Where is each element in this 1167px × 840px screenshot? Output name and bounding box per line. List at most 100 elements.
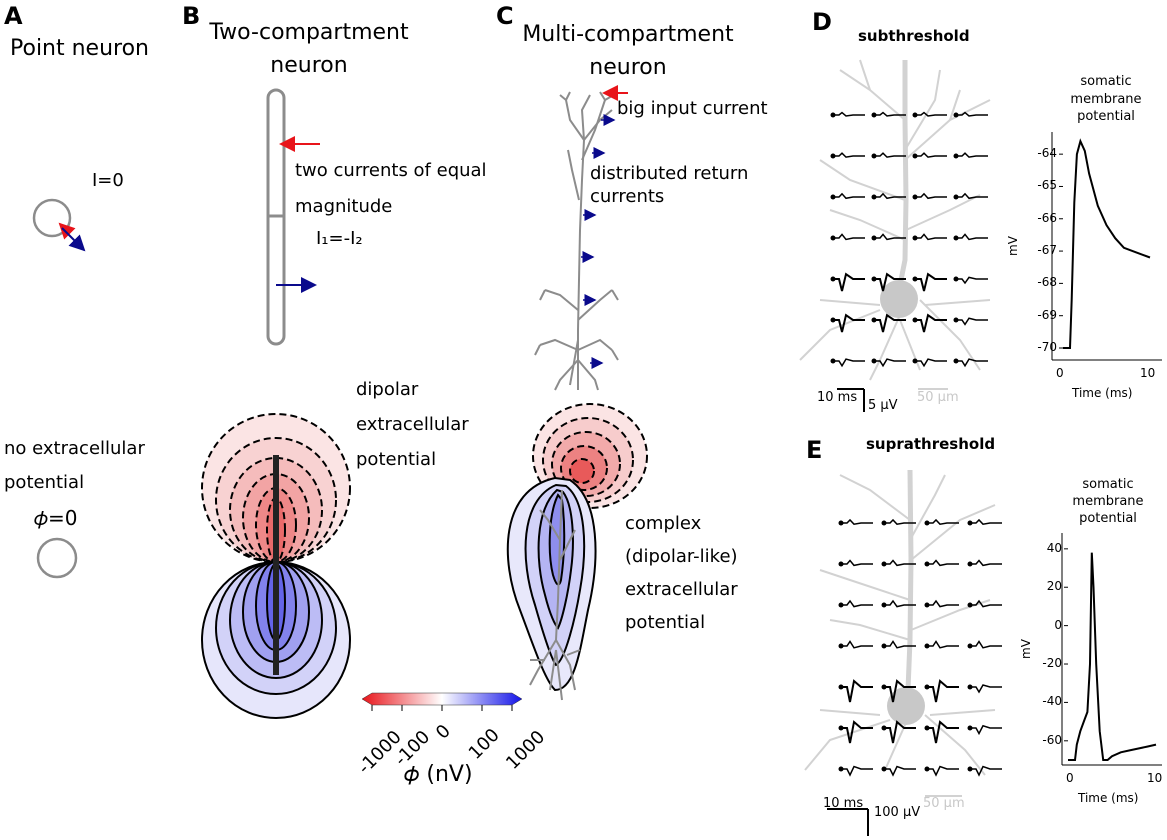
sup-trace-3-2 xyxy=(927,640,959,649)
point-blue-arrow xyxy=(61,227,86,252)
sup-trace-6-1 xyxy=(884,765,916,777)
e-ytick-label-0: 40 xyxy=(1046,540,1062,555)
sub-trace-3-3 xyxy=(956,233,988,241)
d-ytick-label-3: -67 xyxy=(1037,243,1057,258)
big-input-note: big input current xyxy=(617,98,768,119)
soma-e xyxy=(887,687,925,725)
e-ytick-label-1: 20 xyxy=(1046,579,1062,594)
sub-trace-4-0 xyxy=(833,272,865,292)
sup-trace-1-3 xyxy=(970,559,1002,567)
return-note-1: distributed return xyxy=(590,163,749,184)
dipole-cable xyxy=(273,455,279,675)
no-potential-line-2: potential xyxy=(4,472,85,493)
suprathreshold-membrane-trace xyxy=(1068,552,1157,761)
sub-trace-3-1 xyxy=(874,233,906,241)
e-xtick-0: 0 xyxy=(1066,771,1074,785)
complex-note-2: (dipolar-like) xyxy=(625,546,738,567)
d-xlabel: Time (ms) xyxy=(1072,386,1133,400)
e-trace-title-1: somatic xyxy=(1082,477,1134,492)
dipolar-note-3: potential xyxy=(356,449,437,470)
e-ytick-label-5: -60 xyxy=(1042,732,1062,747)
d-scale-length: 50 μm xyxy=(917,390,959,405)
sup-trace-0-3 xyxy=(970,518,1002,526)
subthreshold-axes xyxy=(1051,132,1162,361)
cbar-label: 𝜙 (nV) xyxy=(404,762,473,787)
panel-a-label: A xyxy=(4,2,23,30)
sub-trace-6-1 xyxy=(874,358,906,368)
e-scale-volt: 100 μV xyxy=(874,805,921,820)
sub-trace-0-1 xyxy=(874,111,906,117)
panel-e-label: E xyxy=(806,436,823,464)
soma xyxy=(880,280,918,318)
currents-note-2: magnitude xyxy=(295,196,393,217)
sub-trace-4-2 xyxy=(915,272,947,292)
panel-e xyxy=(804,469,1162,836)
complex-note-1: complex xyxy=(625,513,702,534)
sub-trace-5-1 xyxy=(874,313,906,333)
complex-positive-contours xyxy=(532,403,648,509)
e-xtick-10: 10 xyxy=(1147,771,1163,785)
suprathreshold-morphology xyxy=(804,469,996,776)
sup-trace-4-1 xyxy=(884,679,916,703)
sup-trace-4-3 xyxy=(970,684,1002,694)
d-xtick-0: 0 xyxy=(1056,366,1064,380)
sup-trace-3-1 xyxy=(884,640,916,649)
panel-d-label: D xyxy=(812,8,832,36)
sup-trace-1-0 xyxy=(841,559,873,567)
panel-c-title-2: neuron xyxy=(589,55,667,80)
scalebar-d xyxy=(837,388,948,412)
sub-trace-0-0 xyxy=(833,111,865,117)
d-ytick-label-6: -70 xyxy=(1037,340,1057,354)
sub-trace-2-3 xyxy=(956,192,988,200)
panel-d xyxy=(799,59,1162,412)
complex-note-3: extracellular xyxy=(625,579,738,600)
e-xlabel: Time (ms) xyxy=(1078,791,1139,805)
sup-trace-5-1 xyxy=(884,720,916,744)
e-ylabel: mV xyxy=(1018,639,1033,659)
sup-trace-2-3 xyxy=(970,599,1002,608)
sub-trace-3-0 xyxy=(833,233,865,241)
no-potential-line-1: no extracellular xyxy=(4,438,145,459)
subthreshold-membrane-trace xyxy=(1063,138,1151,349)
sup-trace-0-2 xyxy=(927,518,959,526)
panel-b-title-1: Two-compartment xyxy=(209,20,409,45)
d-trace-title-1: somatic xyxy=(1080,74,1132,89)
sub-trace-2-1 xyxy=(874,192,906,200)
sup-trace-0-1 xyxy=(884,518,916,526)
complex-negative-contours xyxy=(506,476,597,692)
sub-trace-1-1 xyxy=(874,152,906,158)
sup-trace-5-3 xyxy=(970,724,1002,736)
panel-b-title-2: neuron xyxy=(270,53,348,78)
d-trace-title-2: membrane xyxy=(1070,92,1142,107)
sub-trace-1-3 xyxy=(956,152,988,158)
sub-trace-6-0 xyxy=(833,358,865,368)
sub-trace-1-2 xyxy=(915,152,947,158)
sub-trace-6-2 xyxy=(915,358,947,368)
panel-a-title: Point neuron xyxy=(10,36,150,61)
colorbar xyxy=(361,692,523,711)
currents-note-1: two currents of equal xyxy=(295,160,487,181)
multi-compartment-morphology xyxy=(534,91,619,391)
panel-b-label: B xyxy=(182,2,201,30)
phi-zero-label: 𝜙=0 xyxy=(34,506,78,530)
multi-compartment-morphology-lower xyxy=(529,489,581,701)
d-ytick-label-0: -64 xyxy=(1037,146,1057,161)
e-scale-time: 10 ms xyxy=(823,796,864,811)
sub-trace-5-2 xyxy=(915,313,947,333)
e-trace-title-2: membrane xyxy=(1072,494,1144,509)
panel-c-label: C xyxy=(496,2,514,30)
d-ylabel: mV xyxy=(1005,236,1020,256)
sup-trace-6-0 xyxy=(841,765,873,777)
point-red-arrow xyxy=(58,222,76,240)
d-ytick-label-2: -66 xyxy=(1037,210,1057,225)
suprathreshold-axes xyxy=(1061,533,1162,766)
suprathreshold-trace-grid xyxy=(838,518,1002,777)
sub-trace-5-0 xyxy=(833,313,865,333)
d-ytick-label-1: -65 xyxy=(1037,178,1057,193)
distributed-return-arrows xyxy=(581,114,616,369)
d-xtick-10: 10 xyxy=(1140,366,1156,380)
sub-trace-2-0 xyxy=(833,192,865,200)
zero-current-label: I=0 xyxy=(92,170,124,191)
sub-trace-3-2 xyxy=(915,233,947,241)
